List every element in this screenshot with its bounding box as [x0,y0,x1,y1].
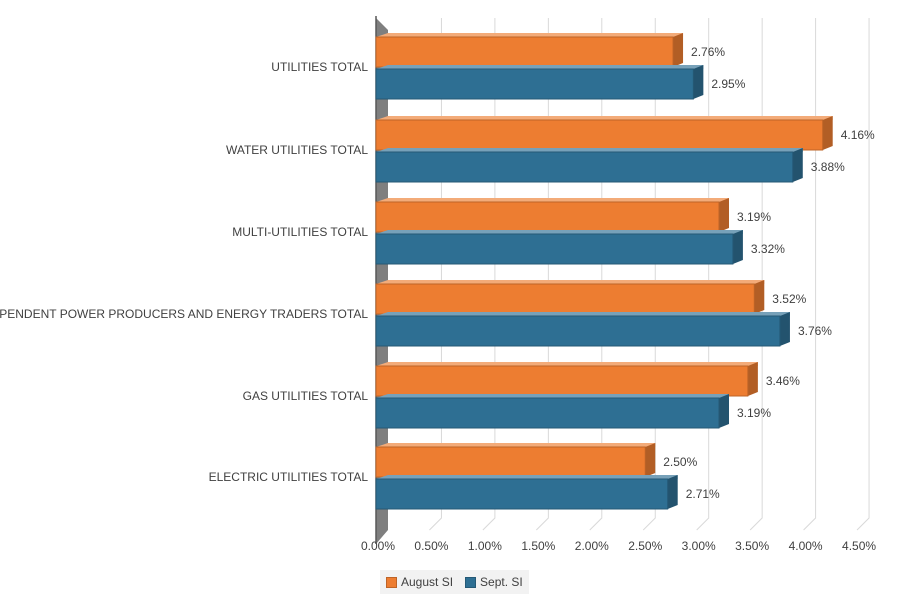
bar-side-face [732,230,743,264]
bars [375,33,833,510]
bar-top-face [376,312,790,316]
bar-top-face [376,33,684,37]
bar-side-face [719,394,730,428]
gridline [535,18,549,531]
bar-sept [375,151,794,183]
bar-side-face [747,362,758,396]
legend-item-sept: Sept. SI [465,575,523,589]
bar-top-face [376,148,803,152]
legend-item-august: August SI [386,575,453,589]
category-label: ELECTRIC UTILITIES TOTAL [209,470,369,484]
bar-top-face [376,362,758,366]
bar-top-face [376,443,656,447]
data-label: 3.76% [798,324,832,338]
x-tick-label: 3.50% [735,539,769,553]
gridline [749,18,763,531]
bar-sept [375,478,669,510]
x-tick-label: 3.00% [682,539,716,553]
bar-side-face [792,148,803,182]
legend-swatch-august [386,576,397,588]
bar-side-face [673,33,684,67]
bar-august [375,201,720,233]
category-label: GAS UTILITIES TOTAL [243,389,369,403]
legend-swatch-sept [465,576,477,588]
category-label: UTILITIES TOTAL [271,60,368,74]
gridline [856,18,870,531]
data-label: 3.19% [737,210,771,224]
x-tick-label: 2.00% [575,539,609,553]
bar-august [375,36,674,68]
gridline [589,18,603,531]
data-label: 3.32% [751,242,785,256]
gridlines [429,18,870,531]
legend-label-august: August SI [401,575,454,589]
data-label: 3.46% [766,374,800,388]
gridline [429,18,442,531]
x-tick-label: 4.50% [842,539,876,553]
bar-side-face [693,65,704,99]
data-label: 2.71% [686,487,720,501]
bar-top-face [376,230,743,234]
x-tick-label: 1.50% [521,539,555,553]
bar-sept [375,68,694,100]
category-label: WATER UTILITIES TOTAL [226,143,368,157]
bar-side-face [779,312,790,346]
x-tick-label: 1.00% [468,539,502,553]
bar-august [375,119,824,151]
bar-august [375,283,755,315]
bar-top-face [376,116,833,120]
data-labels: 2.76% 2.95% 4.16% 3.88% 3.19% 3.32% 3.52% 3.76%… [663,45,875,501]
bar-side-face [754,280,765,314]
bar-top-face [376,394,730,398]
data-label: 3.19% [737,406,771,420]
category-label: MULTI-UTILITIES TOTAL [232,225,368,239]
bar-sept [375,233,734,265]
bar-top-face [376,65,704,69]
bar-top-face [376,475,678,479]
bar-august [375,365,749,397]
data-label: 3.52% [772,292,806,306]
data-label: 2.50% [663,455,697,469]
legend: August SI Sept. SI [380,570,529,594]
bar-side-face [645,443,656,477]
gridline [696,18,710,531]
bar-side-face [719,198,730,232]
category-label: INDEPENDENT POWER PRODUCERS AND ENERGY T… [0,307,368,321]
bar-august [375,446,646,478]
tick-labels: 0.00% 0.50% 1.00% 1.50% 2.00% 2.50% 3.00% 3.50%… [361,539,876,553]
bar-side-face [667,475,678,509]
gridline [642,18,656,531]
gridline [482,18,496,531]
data-label: 3.88% [811,160,845,174]
x-tick-label: 0.50% [414,539,448,553]
bar-top-face [376,198,730,202]
x-tick-label: 2.50% [628,539,662,553]
x-tick-label: 0.00% [361,539,395,553]
bar-side-face [822,116,833,150]
bar-top-face [376,280,765,284]
category-labels: UTILITIES TOTAL WATER UTILITIES TOTAL MULT… [0,60,368,484]
bar-sept [375,315,781,347]
legend-label-sept: Sept. SI [480,575,523,589]
x-tick-label: 4.00% [789,539,823,553]
data-label: 4.16% [841,128,875,142]
bar-sept [375,397,720,429]
data-label: 2.76% [691,45,725,59]
data-label: 2.95% [711,77,745,91]
gridline [803,18,817,531]
